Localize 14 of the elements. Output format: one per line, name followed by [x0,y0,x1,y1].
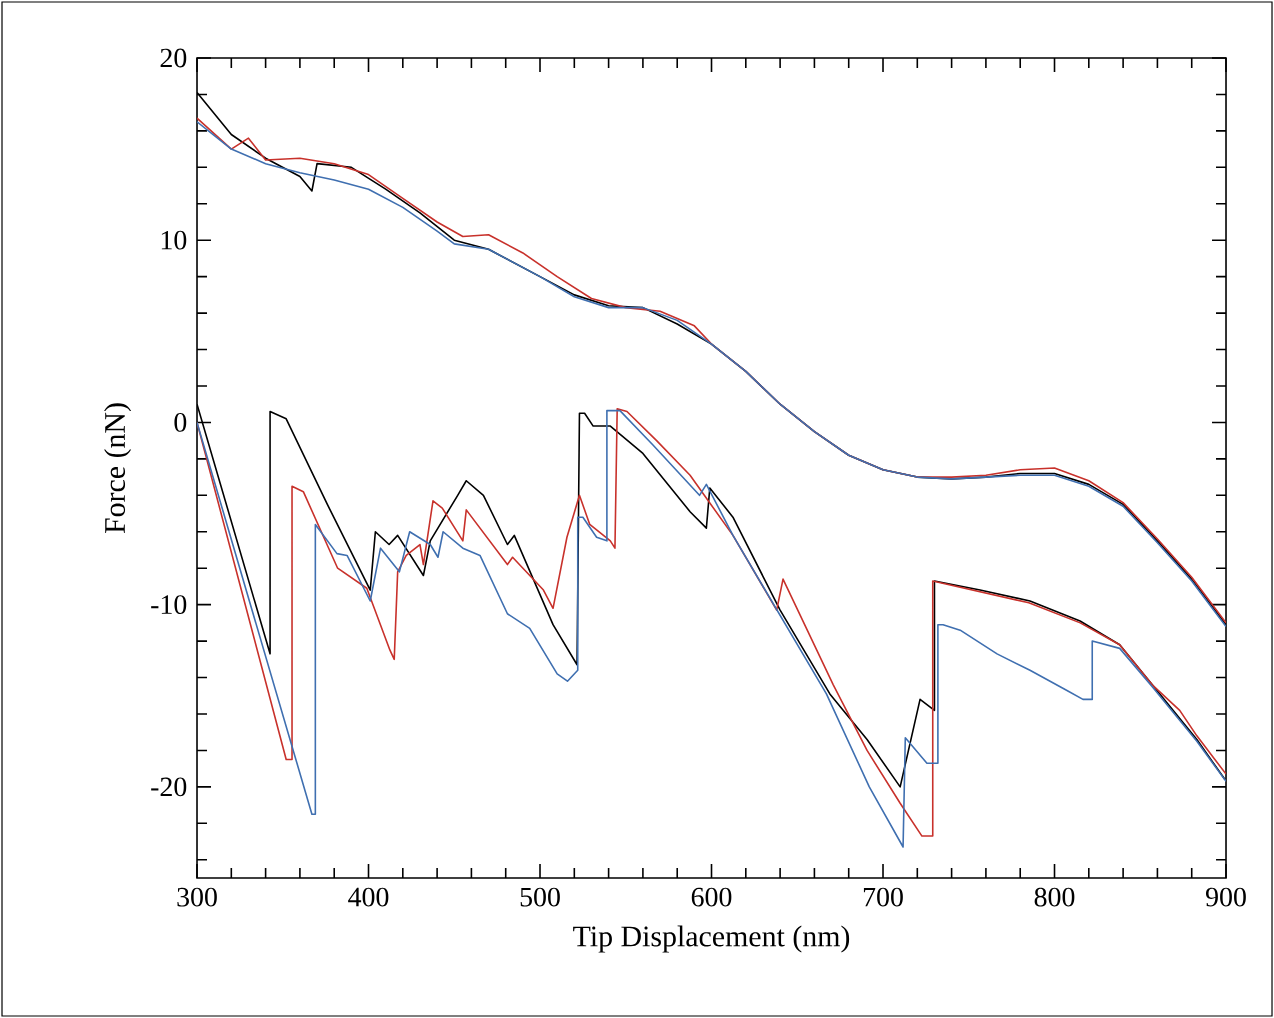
x-tick-label: 300 [177,887,217,907]
y-tick-label: 0 [174,413,187,432]
y-tick-label: -20 [151,777,187,797]
y-axis-title: Force (nN) [104,403,132,534]
y-tick-label: -10 [151,595,187,615]
x-tick-label: 900 [1206,887,1246,907]
x-tick-label: 400 [348,887,389,907]
x-tick-label: 800 [1034,887,1075,907]
y-tick-label: 20 [160,48,187,68]
x-tick-label: 700 [863,887,903,907]
x-tick-label: 600 [691,887,732,907]
x-axis-title: Tip Displacement (nm) [573,925,850,953]
y-tick-label: 10 [161,230,187,250]
x-tick-label: 500 [520,887,560,907]
